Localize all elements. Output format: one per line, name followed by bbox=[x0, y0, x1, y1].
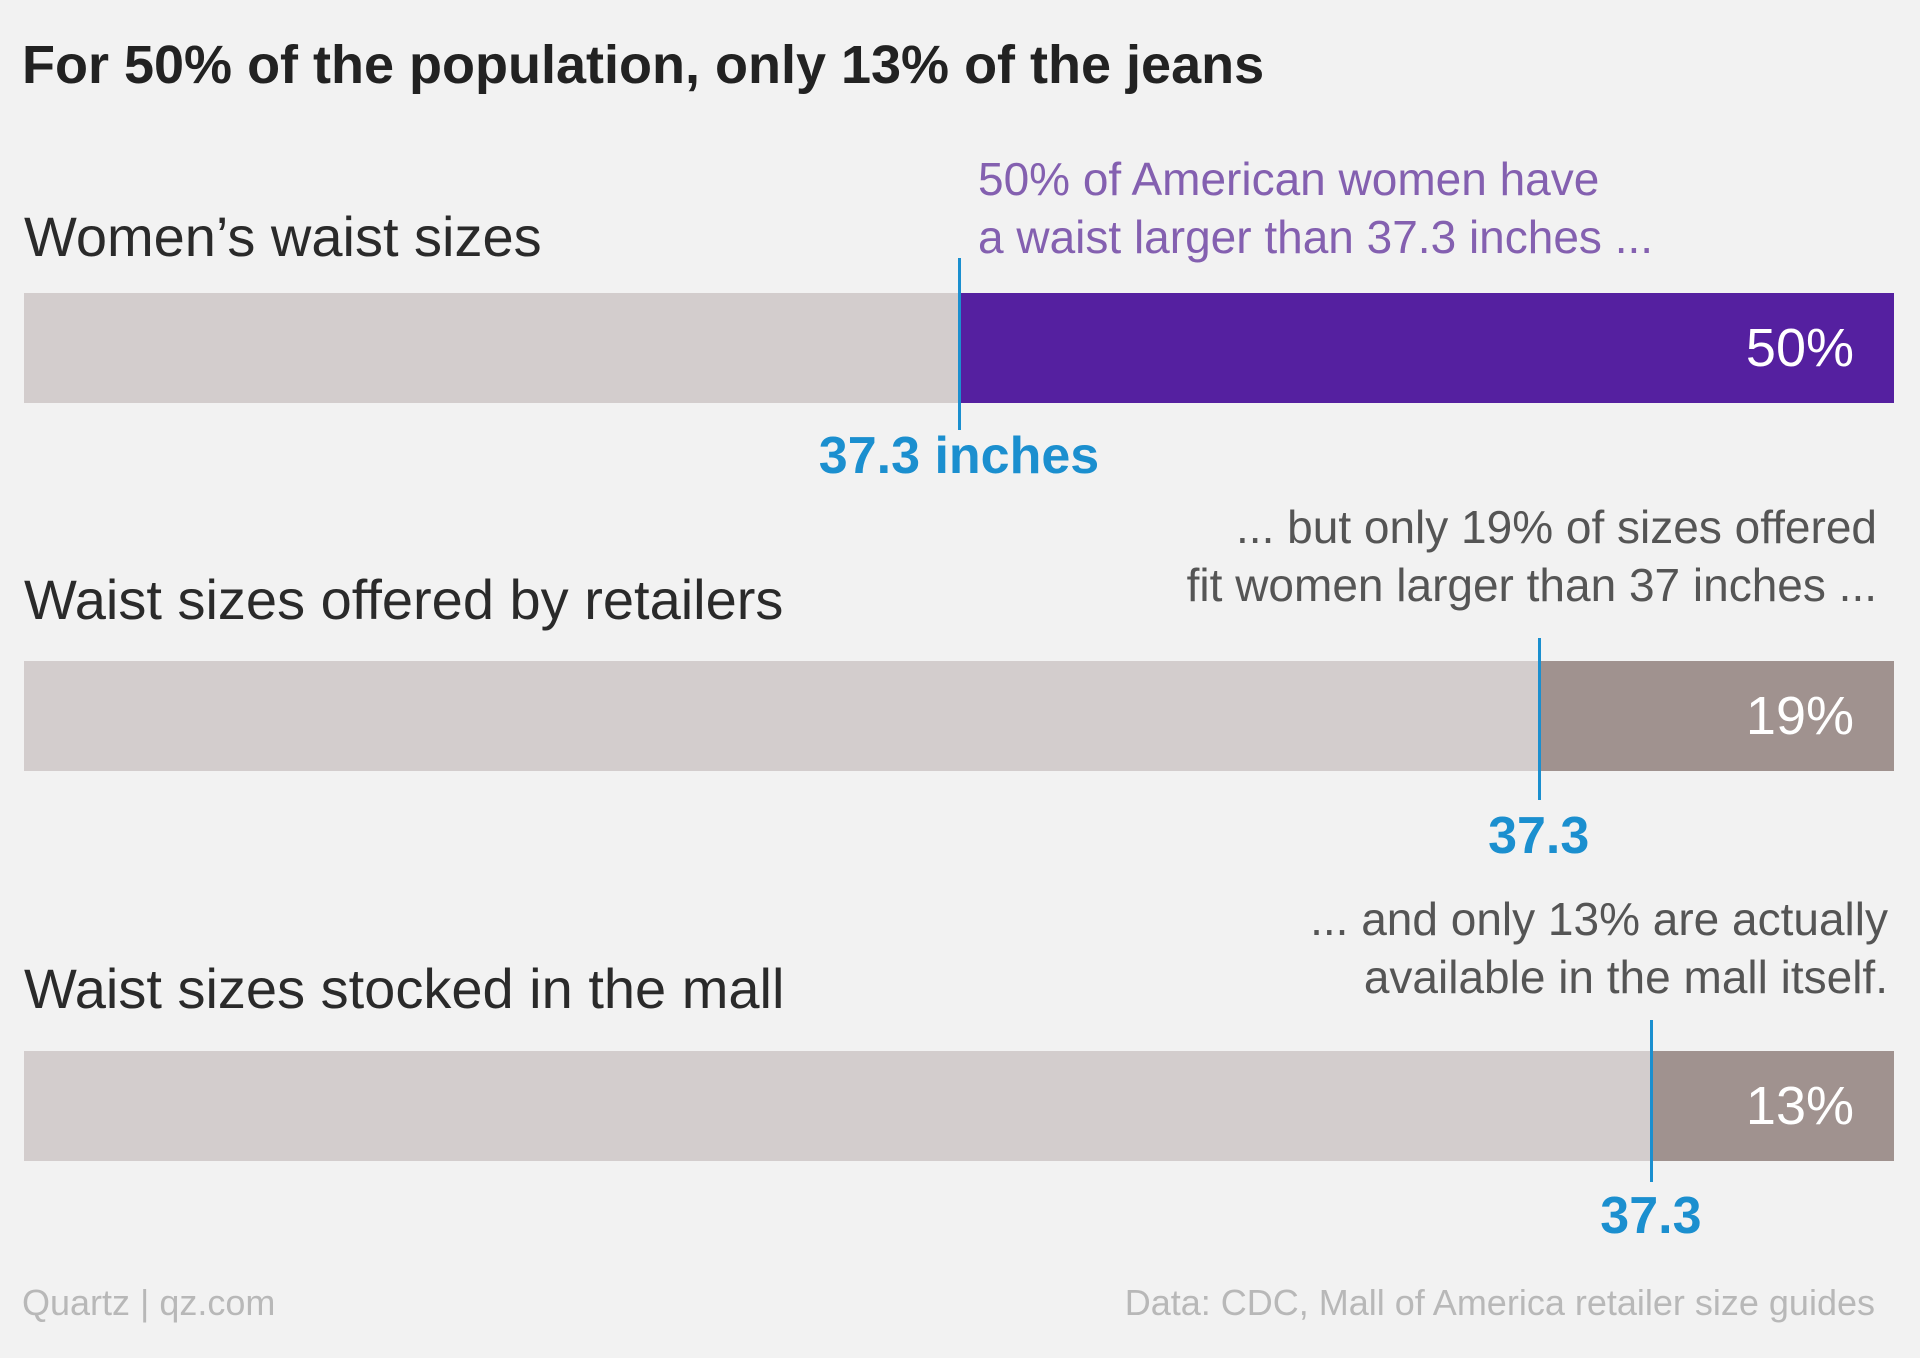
footer-source: Data: CDC, Mall of America retailer size… bbox=[1124, 1282, 1875, 1323]
annotation-mall: ... and only 13% are actually available … bbox=[1310, 890, 1888, 1006]
bar-fill bbox=[959, 293, 1894, 403]
annotation-retailers: ... but only 19% of sizes offered fit wo… bbox=[1187, 498, 1877, 614]
row-label-retailers: Waist sizes offered by retailers bbox=[24, 568, 784, 631]
marker-label: 37.3 bbox=[1600, 1187, 1702, 1245]
annotation-womens-waist: 50% of American women have a waist large… bbox=[978, 150, 1653, 266]
marker-line bbox=[1537, 638, 1541, 800]
footer-credit: Quartz | qz.com bbox=[22, 1282, 276, 1323]
annotation-line: available in the mall itself. bbox=[1363, 951, 1888, 1003]
bar-value-label: 13% bbox=[1745, 1076, 1854, 1136]
chart-title: For 50% of the population, only 13% of t… bbox=[22, 35, 1265, 95]
annotation-line: a waist larger than 37.3 inches ... bbox=[978, 211, 1654, 263]
bar-value-label: 50% bbox=[1745, 318, 1854, 378]
marker-line bbox=[958, 258, 961, 430]
bar-fill bbox=[1538, 661, 1894, 771]
annotation-line: ... but only 19% of sizes offered bbox=[1236, 501, 1877, 553]
marker-label: 37.3 inches bbox=[818, 427, 1100, 485]
marker-label: 37.3 bbox=[1488, 807, 1590, 865]
bar-retailers: 19% bbox=[24, 661, 1894, 771]
annotation-line: ... and only 13% are actually bbox=[1310, 893, 1888, 945]
row-label-womens-waist: Women’s waist sizes bbox=[24, 205, 542, 268]
bar-mall: 13% bbox=[24, 1051, 1894, 1161]
annotation-line: fit women larger than 37 inches ... bbox=[1186, 559, 1877, 611]
row-label-mall: Waist sizes stocked in the mall bbox=[24, 957, 785, 1020]
bar-value-label: 19% bbox=[1745, 686, 1854, 746]
bar-fill bbox=[1650, 1051, 1894, 1161]
annotation-line: 50% of American women have bbox=[978, 153, 1600, 205]
marker-line bbox=[1649, 1020, 1653, 1182]
